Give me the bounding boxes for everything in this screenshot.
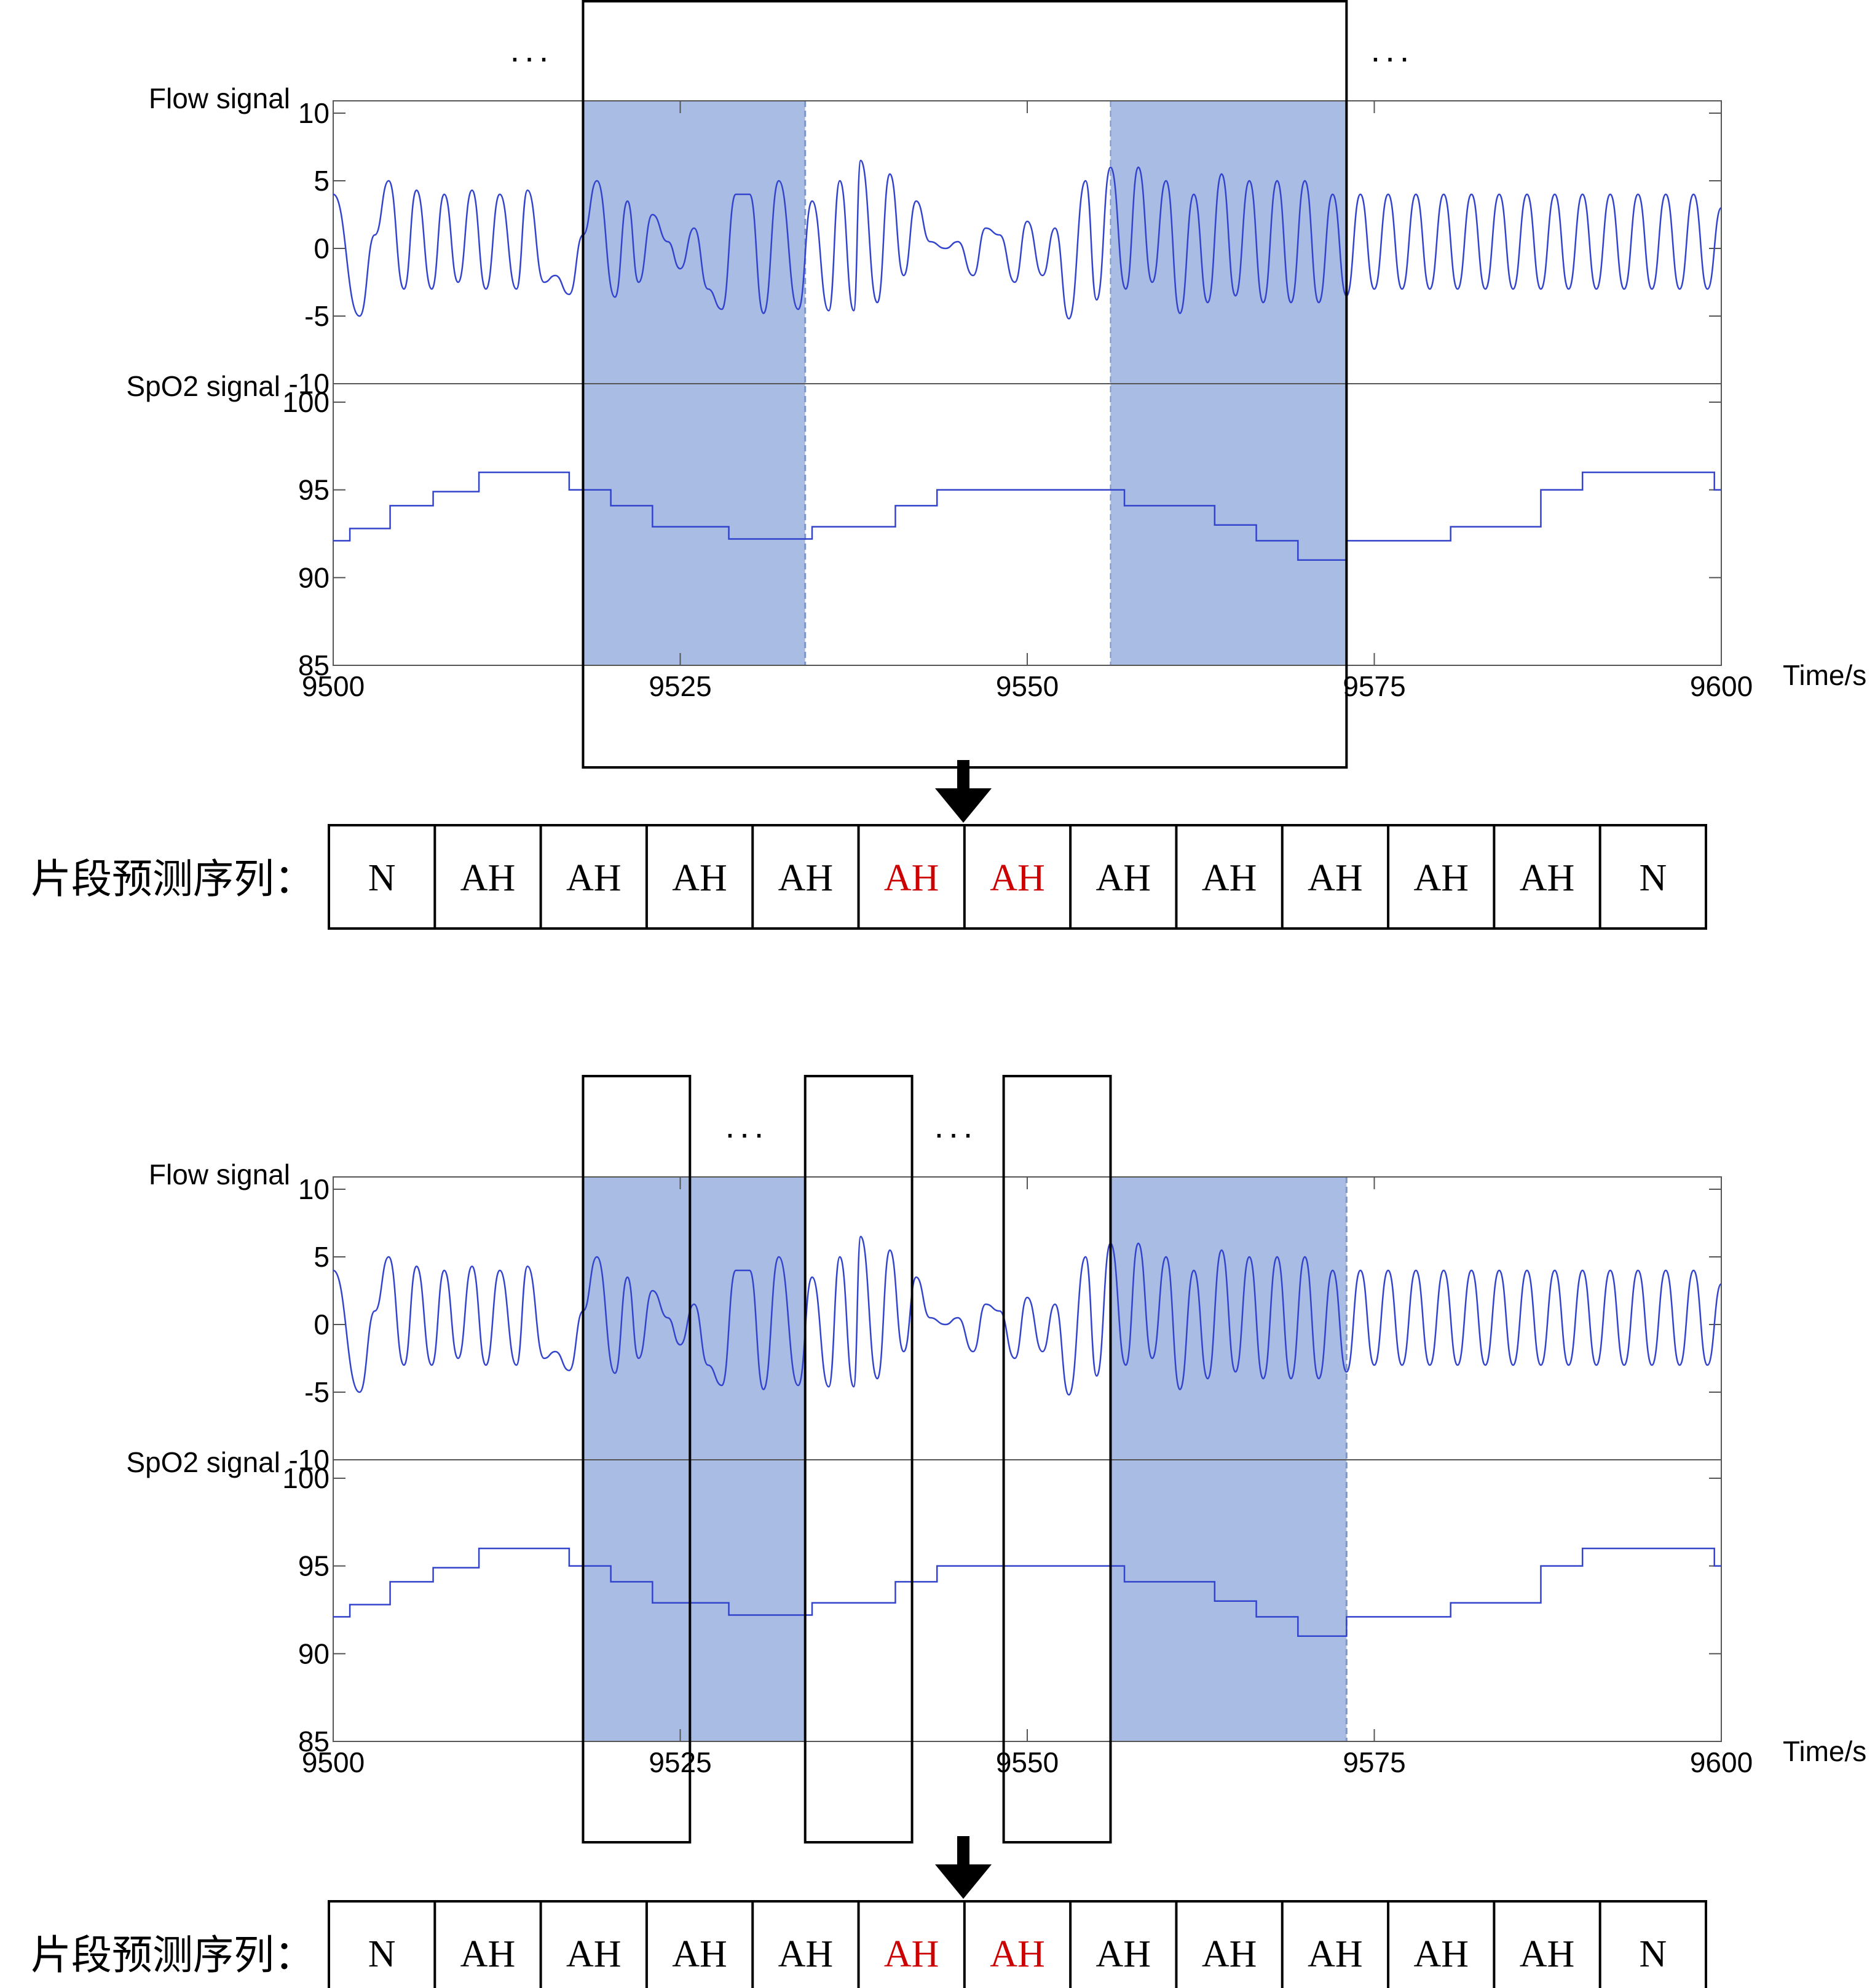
xtick-label: 9550 (996, 1746, 1059, 1778)
spo2-ytick-label: 90 (298, 561, 330, 593)
flow-ytick-label: 5 (314, 1241, 330, 1273)
spo2-ytick-label: 90 (298, 1638, 330, 1669)
xtick-label: 9575 (1343, 1746, 1405, 1778)
flow-ytick-label: 5 (314, 165, 330, 197)
sequence-item: AH (672, 857, 727, 899)
spo2-signal-line (333, 471, 1721, 561)
ellipsis: ... (1371, 30, 1415, 69)
ellipsis: ... (510, 30, 554, 69)
sequence-item: AH (1520, 857, 1575, 899)
spo2-ytick-label: 95 (298, 474, 330, 506)
ellipsis: ... (725, 1106, 769, 1145)
sequence-item: N (368, 1933, 396, 1975)
xtick-label: 9525 (649, 670, 711, 702)
down-arrow-icon (935, 760, 992, 823)
sequence-item: AH (460, 1933, 516, 1975)
spo2-ytick-label: 100 (282, 1462, 330, 1494)
spo2-ytick-label: 85 (298, 1725, 330, 1757)
xtick-label: 9525 (649, 1746, 711, 1778)
flow-ytick-label: -5 (304, 300, 330, 332)
sliding-window-0 (582, 1075, 692, 1843)
sliding-window-2 (1002, 1075, 1112, 1843)
sequence-item: AH (1413, 1933, 1469, 1975)
sequence-item: AH (778, 1933, 834, 1975)
flow-panel-label: Flow signal (149, 1158, 290, 1190)
spo2-signal-line (333, 1547, 1721, 1638)
spo2-panel-label: SpO2 signal (126, 370, 280, 402)
sequence-item: AH (1096, 857, 1151, 899)
flow-ytick-label: 0 (314, 232, 330, 264)
flow-ytick-label: -10 (289, 368, 330, 400)
sequence-item-highlighted: AH (990, 1933, 1045, 1975)
flow-ytick-label: 10 (298, 1173, 330, 1205)
sequence-item-highlighted: AH (884, 1933, 939, 1975)
sequence-box (328, 824, 1707, 930)
sequence-item: AH (1202, 1933, 1257, 1975)
flow-ytick-label: 10 (298, 97, 330, 129)
xtick-label: 9600 (1690, 1746, 1753, 1778)
sequence-label: 片段预测序列： (31, 1931, 315, 1979)
xtick-label: 9600 (1690, 670, 1753, 702)
spo2-panel-label: SpO2 signal (126, 1446, 280, 1478)
sequence-item-highlighted: AH (990, 857, 1045, 899)
sliding-window-1 (803, 1075, 914, 1843)
xtick-label: 9550 (996, 670, 1059, 702)
sequence-item: AH (1202, 857, 1257, 899)
sequence-item: AH (1308, 857, 1363, 899)
xtick-label: 9500 (302, 670, 365, 702)
x-axis-label: Time/s (1783, 659, 1866, 691)
flow-signal-line (333, 1235, 1723, 1396)
sequence-box (328, 1900, 1707, 1988)
spo2-ytick-label: 95 (298, 1550, 330, 1582)
sequence-item: N (1639, 1933, 1667, 1975)
ellipsis: ... (934, 1106, 978, 1145)
sequence-item: N (1639, 857, 1667, 899)
flow-ytick-label: 0 (314, 1309, 330, 1341)
spo2-ytick-label: 85 (298, 649, 330, 681)
sequence-item: AH (566, 1933, 622, 1975)
sequence-item: AH (1520, 1933, 1575, 1975)
sequence-item: AH (1308, 1933, 1363, 1975)
sequence-item: AH (566, 857, 622, 899)
xtick-label: 9500 (302, 1746, 365, 1778)
sequence-label: 片段预测序列： (31, 855, 315, 903)
sequence-item: AH (1096, 1933, 1151, 1975)
down-arrow-icon (935, 1836, 992, 1899)
sequence-item: AH (460, 857, 516, 899)
sequence-item: AH (1413, 857, 1469, 899)
flow-signal-line (333, 159, 1723, 320)
spo2-ytick-label: 100 (282, 386, 330, 418)
flow-panel-label: Flow signal (149, 82, 290, 114)
sequence-item: AH (672, 1933, 727, 1975)
x-axis-label: Time/s (1783, 1735, 1866, 1767)
flow-ytick-label: -10 (289, 1444, 330, 1476)
sequence-item: N (368, 857, 396, 899)
xtick-label: 9575 (1343, 670, 1405, 702)
flow-ytick-label: -5 (304, 1376, 330, 1408)
sequence-item: AH (778, 857, 834, 899)
sequence-item-highlighted: AH (884, 857, 939, 899)
